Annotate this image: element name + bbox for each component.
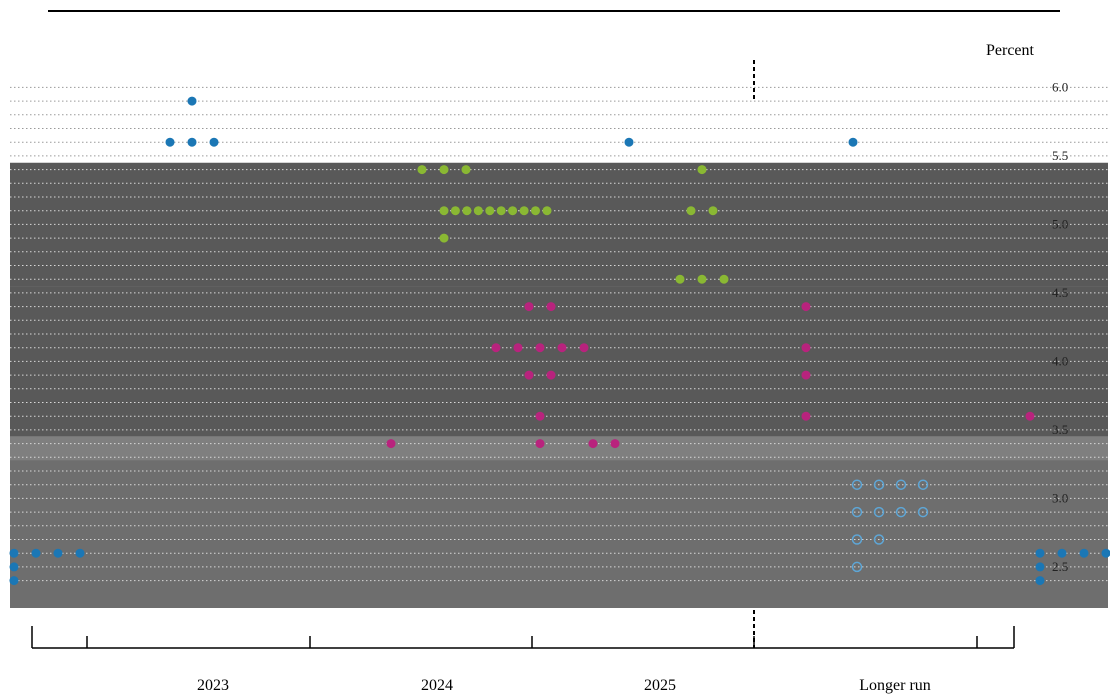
data-dot bbox=[542, 206, 552, 216]
data-dot bbox=[895, 479, 907, 490]
data-dot bbox=[9, 576, 19, 586]
data-dot bbox=[524, 370, 534, 380]
data-dot bbox=[610, 439, 620, 449]
data-dot bbox=[165, 137, 175, 147]
data-dot bbox=[491, 343, 501, 353]
data-dot bbox=[1035, 562, 1045, 572]
data-dot bbox=[9, 548, 19, 558]
data-dot bbox=[473, 206, 483, 216]
data-dot bbox=[873, 534, 885, 545]
data-dot bbox=[851, 479, 863, 490]
data-dot bbox=[1079, 548, 1089, 558]
data-dot bbox=[686, 206, 696, 216]
data-dot bbox=[439, 165, 449, 175]
data-dot bbox=[708, 206, 718, 216]
y-tick-label: 4.5 bbox=[1052, 285, 1068, 300]
y-tick-label: 2.5 bbox=[1052, 559, 1068, 574]
data-dot bbox=[1035, 576, 1045, 586]
x-category-label: 2024 bbox=[421, 677, 453, 694]
data-dot bbox=[917, 506, 929, 518]
data-dot bbox=[1035, 548, 1045, 558]
data-dot bbox=[873, 506, 885, 518]
data-dot bbox=[1101, 548, 1110, 558]
x-category-label: Longer run bbox=[859, 677, 931, 694]
data-dot bbox=[851, 561, 863, 573]
data-dot bbox=[462, 206, 472, 216]
y-tick-label: 3.0 bbox=[1052, 490, 1068, 505]
data-dot bbox=[31, 548, 41, 558]
data-dot bbox=[513, 343, 523, 353]
data-dot bbox=[719, 274, 729, 284]
data-dot bbox=[519, 206, 529, 216]
data-dot bbox=[461, 165, 471, 175]
data-dot bbox=[535, 439, 545, 449]
data-dot bbox=[187, 137, 197, 147]
data-dot bbox=[851, 506, 863, 518]
data-dot bbox=[53, 548, 63, 558]
data-dot bbox=[848, 137, 858, 147]
x-category-label: 2025 bbox=[644, 677, 676, 694]
data-dot bbox=[557, 343, 567, 353]
data-dot bbox=[675, 274, 685, 284]
data-dot bbox=[9, 562, 19, 572]
data-dot bbox=[508, 206, 518, 216]
data-dot bbox=[485, 206, 495, 216]
data-dot bbox=[697, 165, 707, 175]
data-dot bbox=[873, 479, 885, 490]
data-dot bbox=[524, 302, 534, 312]
data-dot bbox=[801, 343, 811, 353]
data-dot bbox=[496, 206, 506, 216]
data-dot bbox=[579, 343, 589, 353]
data-dot bbox=[851, 534, 863, 545]
data-dot bbox=[531, 206, 540, 216]
data-dot bbox=[546, 302, 556, 312]
data-dot bbox=[588, 439, 598, 449]
y-tick-label: 3.5 bbox=[1052, 422, 1068, 437]
data-dot bbox=[1057, 548, 1067, 558]
data-dot bbox=[417, 165, 427, 175]
data-dot bbox=[209, 137, 219, 147]
top-rule bbox=[48, 10, 1060, 12]
data-dot bbox=[75, 548, 85, 558]
data-dot bbox=[801, 302, 811, 312]
band-lower bbox=[10, 460, 1108, 608]
data-dot bbox=[917, 479, 929, 490]
data-dot bbox=[895, 506, 907, 518]
data-dot bbox=[439, 206, 449, 216]
band-strip bbox=[10, 436, 1108, 461]
y-tick-label: 5.0 bbox=[1052, 216, 1068, 231]
data-dot bbox=[1025, 411, 1035, 421]
data-dot bbox=[535, 411, 545, 421]
data-dot bbox=[187, 96, 197, 106]
data-dot bbox=[801, 370, 811, 380]
data-dot bbox=[386, 439, 396, 449]
x-category-label: 2023 bbox=[197, 677, 229, 694]
data-dot bbox=[546, 370, 556, 380]
data-dot bbox=[439, 233, 449, 243]
data-dot bbox=[450, 206, 460, 216]
data-dot bbox=[624, 137, 634, 147]
data-dot bbox=[801, 411, 811, 421]
y-unit-label: Percent bbox=[986, 42, 1034, 59]
y-tick-label: 6.0 bbox=[1052, 79, 1068, 94]
data-dot bbox=[697, 274, 707, 284]
y-tick-label: 4.0 bbox=[1052, 353, 1068, 368]
y-tick-label: 5.5 bbox=[1052, 148, 1068, 163]
data-dot bbox=[535, 343, 545, 353]
